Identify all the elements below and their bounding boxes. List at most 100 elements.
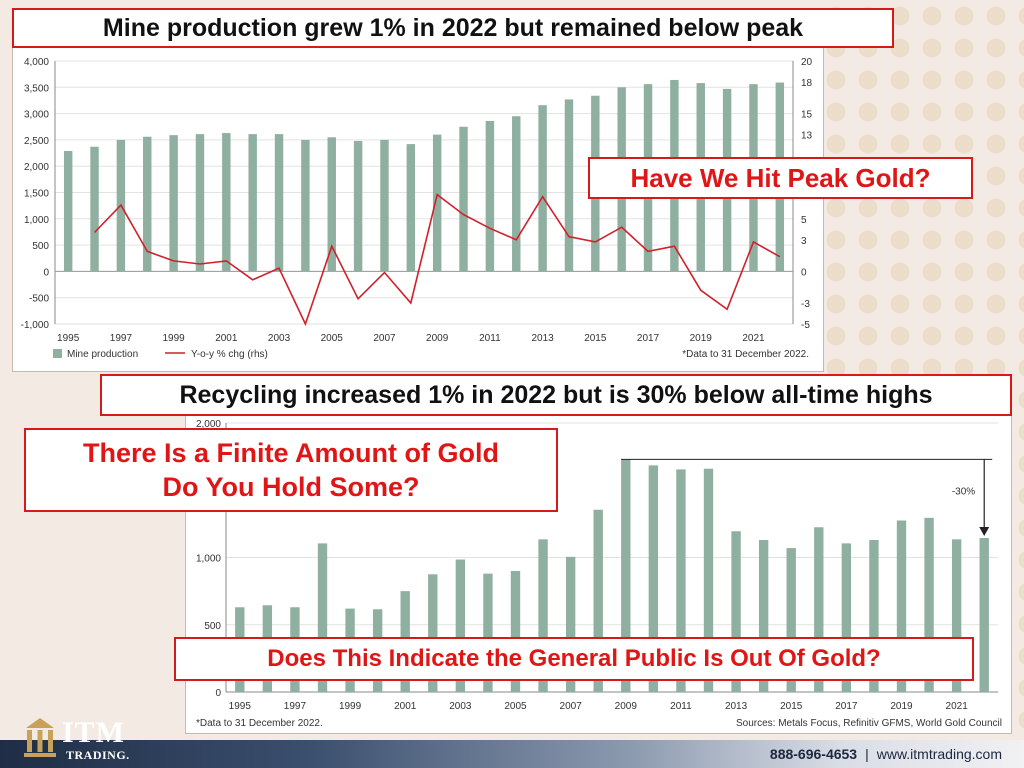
recycling-bar	[758, 540, 769, 692]
y-tick-label: 1,000	[196, 554, 221, 565]
recycling-bar	[565, 556, 576, 692]
y2-tick-label: 3	[801, 236, 807, 247]
x-tick-label: 1999	[339, 701, 362, 712]
mine-production-bar	[512, 116, 521, 272]
x-tick-label: 2009	[426, 333, 449, 344]
y-tick-label: 1,500	[24, 189, 49, 200]
y2-tick-label: -3	[801, 299, 810, 310]
y-tick-label: -500	[29, 294, 49, 305]
logo-subtext: TRADING.	[66, 748, 130, 762]
y-tick-label: 0	[43, 267, 49, 278]
mine-production-bar	[90, 146, 99, 272]
x-tick-label: 2019	[690, 333, 713, 344]
recycling-bar	[317, 543, 328, 692]
data-note: *Data to 31 December 2022.	[196, 718, 323, 729]
y-tick-label: 3,000	[24, 110, 49, 121]
logo-text: ITM	[62, 716, 125, 749]
mine-production-bar	[274, 134, 284, 272]
recycling-bar	[538, 539, 548, 692]
recycling-bar	[648, 465, 659, 692]
y2-tick-label: 20	[801, 57, 813, 68]
y-tick-label: 2,000	[24, 162, 49, 173]
mine-production-bar	[327, 137, 336, 272]
columns-logo-icon	[24, 718, 56, 757]
peak-gold-callout: Have We Hit Peak Gold?	[588, 157, 973, 199]
legend-yoy-change: Y-o-y % chg (rhs)	[191, 349, 268, 360]
recycling-svg: 2,000 1,000 500 0 -30% 1995 1997 1999 2001 2003 20…	[196, 419, 1002, 729]
footer-separator: |	[865, 746, 869, 762]
mine-production-bar	[63, 150, 73, 272]
public-callout: Does This Indicate the General Public Is…	[174, 637, 974, 681]
yoy-change-line	[93, 193, 781, 327]
finite-callout-line2: Do You Hold Some?	[162, 472, 420, 502]
decline-annotation: -30%	[952, 487, 975, 498]
recycling-bar	[731, 531, 741, 692]
x-tick-label: 2015	[780, 701, 803, 712]
x-tick-label: 2019	[890, 701, 913, 712]
x-tick-label: 2005	[504, 701, 527, 712]
y2-tick-label: -5	[801, 320, 810, 331]
mine-production-bar	[406, 144, 416, 272]
recycling-bar	[924, 517, 934, 692]
recycling-bar	[786, 548, 796, 692]
y2-tick-label: 5	[801, 215, 807, 226]
legend-bar-swatch	[53, 349, 62, 358]
y-tick-label: 500	[32, 241, 49, 252]
y2-tick-label: 18	[801, 78, 813, 89]
x-tick-label: 2011	[479, 333, 501, 344]
mine-production-bar	[143, 136, 152, 272]
mine-production-bar	[301, 139, 310, 272]
y-tick-label: 2,000	[196, 419, 221, 430]
decline-arrow-icon	[979, 526, 990, 536]
itm-logo: ITM TRADING.	[22, 712, 172, 764]
recycling-bar	[703, 468, 714, 692]
y-tick-label: 3,500	[24, 83, 49, 94]
x-tick-label: 2001	[215, 333, 238, 344]
x-tick-label: 2009	[615, 701, 638, 712]
mine-production-bar	[380, 139, 389, 272]
recycling-bar	[676, 469, 686, 692]
x-tick-label: 2001	[394, 701, 417, 712]
recycling-bar	[896, 520, 907, 692]
mine-production-bar	[353, 140, 363, 272]
recycling-bar	[483, 573, 493, 692]
recycling-bar	[841, 543, 852, 692]
mine-production-bar	[195, 134, 205, 272]
source-note: Sources: Metals Focus, Refinitiv GFMS, W…	[736, 718, 1002, 729]
x-tick-label: 2017	[835, 701, 858, 712]
mine-production-bar	[222, 133, 231, 272]
footer-bar: 888-696-4653 | www.itmtrading.com	[0, 740, 1024, 768]
mine-production-bar	[538, 105, 547, 272]
recycling-bar	[814, 527, 824, 692]
finite-callout-line1: There Is a Finite Amount of Gold	[82, 438, 499, 468]
x-tick-label: 2021	[742, 333, 765, 344]
finite-gold-callout: There Is a Finite Amount of Gold Do You …	[24, 428, 558, 512]
recycling-bar	[869, 540, 879, 692]
x-tick-label: 1995	[229, 701, 252, 712]
mine-production-bar	[564, 99, 574, 272]
recycling-bar	[455, 559, 466, 692]
x-tick-label: 1995	[57, 333, 80, 344]
mine-headline: Mine production grew 1% in 2022 but rema…	[12, 8, 894, 48]
mine-production-bar	[485, 120, 495, 272]
x-tick-label: 2011	[670, 701, 692, 712]
mine-production-bar	[459, 126, 468, 272]
y-tick-label: 4,000	[24, 57, 49, 68]
x-tick-label: 2015	[584, 333, 607, 344]
recycling-bar	[621, 459, 631, 692]
mine-production-bar	[248, 134, 257, 272]
recycling-bar	[428, 574, 438, 692]
x-tick-label: 2003	[268, 333, 291, 344]
phone-number[interactable]: 888-696-4653	[769, 746, 858, 762]
y-tick-label: 2,500	[24, 136, 49, 147]
website-link[interactable]: www.itmtrading.com	[876, 746, 1002, 762]
y-tick-label: 1,000	[24, 215, 49, 226]
data-note: *Data to 31 December 2022.	[682, 349, 809, 360]
x-tick-label: 2003	[449, 701, 472, 712]
mine-production-svg: 4,000 3,500 3,000 2,500 2,000 1,500 1,000 500 0 -…	[21, 57, 813, 360]
x-tick-label: 2005	[321, 333, 344, 344]
recycling-bar	[979, 537, 989, 692]
recycling-bar	[510, 570, 521, 692]
y2-tick-label: 15	[801, 110, 813, 121]
x-tick-label: 2017	[637, 333, 660, 344]
